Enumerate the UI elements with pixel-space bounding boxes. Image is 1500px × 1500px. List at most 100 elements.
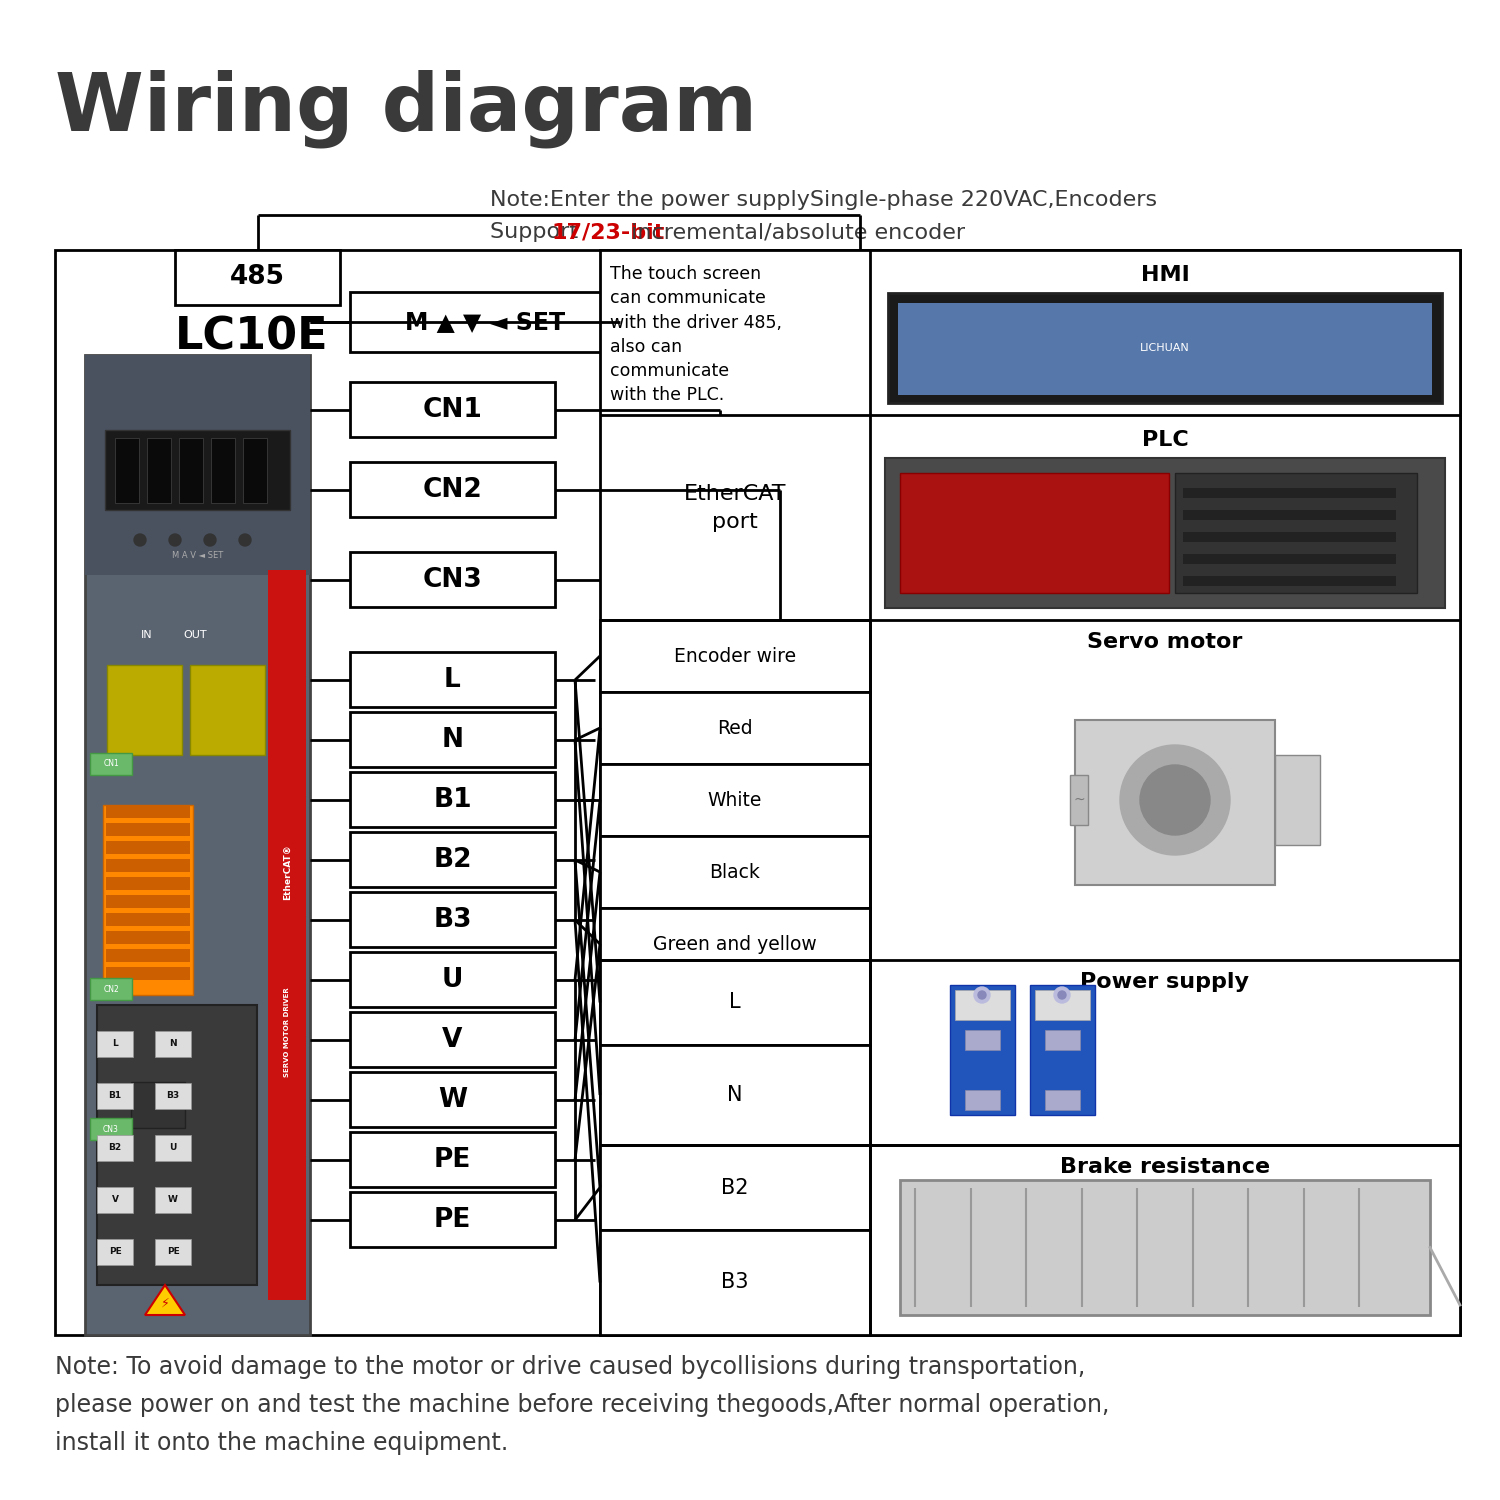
Text: B2: B2 [433, 847, 471, 873]
FancyBboxPatch shape [90, 978, 132, 1000]
Text: incremental/absolute encoder: incremental/absolute encoder [624, 222, 964, 242]
Text: PE: PE [108, 1248, 122, 1257]
FancyBboxPatch shape [106, 859, 190, 871]
FancyBboxPatch shape [90, 1118, 132, 1140]
Text: B2: B2 [722, 1178, 748, 1197]
Text: Power supply: Power supply [1080, 972, 1250, 992]
Circle shape [1058, 992, 1066, 999]
FancyBboxPatch shape [600, 251, 1460, 1335]
FancyBboxPatch shape [98, 1030, 134, 1057]
Text: 17/23-bit: 17/23-bit [552, 222, 666, 242]
Polygon shape [146, 1286, 184, 1316]
FancyBboxPatch shape [600, 692, 870, 764]
FancyBboxPatch shape [950, 986, 1016, 1114]
FancyBboxPatch shape [98, 1005, 256, 1286]
Text: The touch screen
can communicate
with the driver 485,
also can
communicate
with : The touch screen can communicate with th… [610, 266, 782, 405]
FancyBboxPatch shape [885, 458, 1444, 608]
FancyBboxPatch shape [106, 664, 182, 754]
Text: L: L [729, 993, 741, 1012]
Circle shape [1140, 765, 1210, 836]
Text: HMI: HMI [1140, 266, 1190, 285]
Text: V: V [111, 1196, 118, 1204]
Text: U: U [170, 1143, 177, 1152]
Text: ~: ~ [1072, 794, 1084, 807]
Text: B3: B3 [166, 1092, 180, 1101]
FancyBboxPatch shape [86, 356, 310, 574]
Text: B1: B1 [433, 788, 472, 813]
Text: Green and yellow: Green and yellow [652, 934, 818, 954]
FancyBboxPatch shape [350, 1013, 555, 1066]
FancyBboxPatch shape [900, 1180, 1430, 1316]
Text: PE: PE [433, 1208, 471, 1233]
FancyBboxPatch shape [154, 1239, 190, 1264]
FancyBboxPatch shape [154, 1083, 190, 1108]
FancyBboxPatch shape [1184, 510, 1396, 520]
Text: Support: Support [490, 222, 585, 242]
Text: Black: Black [710, 862, 760, 882]
Text: SERVO MOTOR DRIVER: SERVO MOTOR DRIVER [284, 987, 290, 1077]
FancyBboxPatch shape [1046, 1090, 1080, 1110]
FancyBboxPatch shape [98, 1186, 134, 1214]
Text: B3: B3 [722, 1272, 748, 1293]
FancyBboxPatch shape [1035, 990, 1090, 1020]
FancyBboxPatch shape [350, 462, 555, 518]
FancyBboxPatch shape [350, 712, 555, 766]
FancyBboxPatch shape [130, 1082, 184, 1128]
Text: PLC: PLC [1142, 430, 1188, 450]
FancyBboxPatch shape [211, 438, 236, 503]
Text: Brake resistance: Brake resistance [1060, 1156, 1270, 1178]
FancyBboxPatch shape [190, 664, 266, 754]
FancyBboxPatch shape [56, 251, 1460, 1335]
Text: Note:Enter the power supplySingle-phase 220VAC,Encoders: Note:Enter the power supplySingle-phase … [490, 190, 1156, 210]
FancyBboxPatch shape [98, 1136, 134, 1161]
FancyBboxPatch shape [106, 878, 190, 890]
Text: Encoder wire: Encoder wire [674, 646, 796, 666]
FancyBboxPatch shape [964, 1090, 1000, 1110]
FancyBboxPatch shape [123, 1072, 195, 1136]
FancyBboxPatch shape [350, 1072, 555, 1126]
Text: M A V ◄ SET: M A V ◄ SET [172, 550, 224, 560]
FancyBboxPatch shape [268, 570, 306, 1300]
FancyBboxPatch shape [106, 824, 190, 836]
FancyBboxPatch shape [154, 1136, 190, 1161]
FancyBboxPatch shape [600, 1046, 870, 1144]
Text: N: N [441, 728, 464, 753]
FancyBboxPatch shape [106, 968, 190, 980]
Text: CN1: CN1 [423, 398, 483, 423]
FancyBboxPatch shape [1174, 472, 1418, 592]
FancyBboxPatch shape [116, 438, 140, 503]
FancyBboxPatch shape [600, 1144, 870, 1230]
Text: W: W [168, 1196, 178, 1204]
FancyBboxPatch shape [86, 356, 310, 1335]
FancyBboxPatch shape [956, 990, 1010, 1020]
FancyBboxPatch shape [964, 1030, 1000, 1050]
Circle shape [238, 534, 250, 546]
FancyBboxPatch shape [350, 382, 555, 436]
Text: CN3: CN3 [423, 567, 483, 592]
FancyBboxPatch shape [106, 896, 190, 908]
FancyBboxPatch shape [350, 952, 555, 1006]
FancyBboxPatch shape [600, 764, 870, 836]
FancyBboxPatch shape [104, 806, 194, 994]
Text: U: U [442, 968, 464, 993]
Circle shape [1054, 987, 1070, 1004]
FancyBboxPatch shape [350, 552, 555, 608]
FancyBboxPatch shape [600, 960, 870, 1046]
Text: CN3: CN3 [104, 1125, 118, 1134]
Text: CN2: CN2 [423, 477, 483, 502]
FancyBboxPatch shape [600, 620, 870, 692]
FancyBboxPatch shape [176, 251, 340, 305]
FancyBboxPatch shape [350, 1192, 555, 1246]
FancyBboxPatch shape [600, 836, 870, 908]
Text: Servo motor: Servo motor [1088, 632, 1242, 652]
FancyBboxPatch shape [106, 806, 190, 818]
FancyBboxPatch shape [1184, 576, 1396, 586]
Text: CN2: CN2 [104, 984, 118, 993]
Text: V: V [442, 1028, 462, 1053]
Text: LC10E: LC10E [176, 315, 328, 358]
Text: M ▲ ▼ ◄ SET: M ▲ ▼ ◄ SET [405, 310, 566, 334]
Text: W: W [438, 1088, 466, 1113]
Circle shape [978, 992, 986, 999]
FancyBboxPatch shape [106, 914, 190, 926]
Text: install it onto the machine equipment.: install it onto the machine equipment. [56, 1431, 509, 1455]
